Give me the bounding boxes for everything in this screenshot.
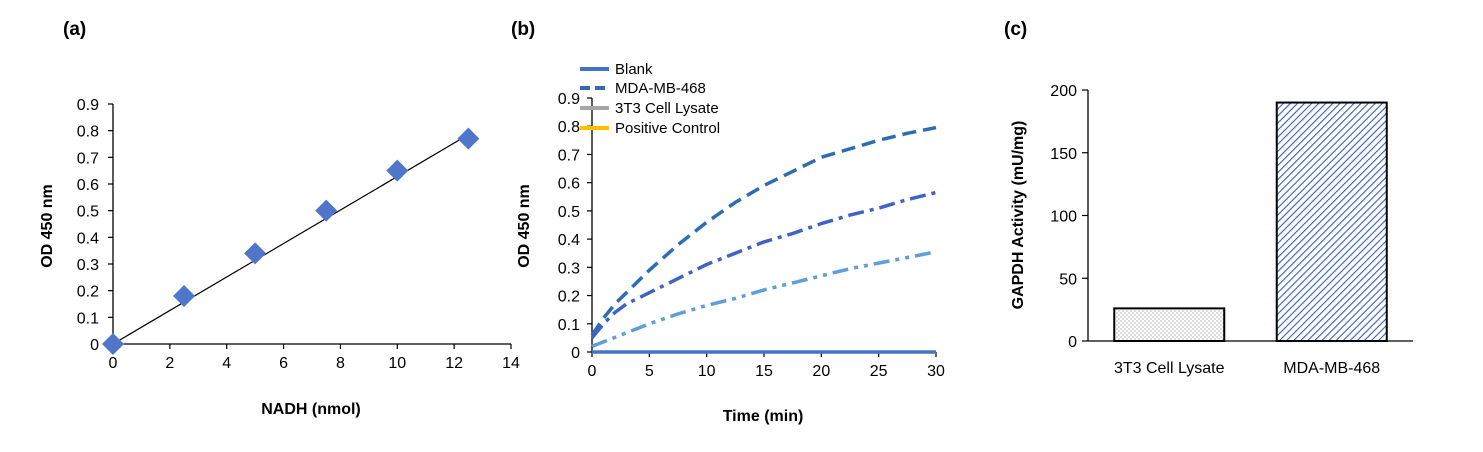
panel-b-xtick-label: 30 (927, 363, 945, 380)
panel-a-xlabel: NADH (nmol) (261, 401, 361, 418)
panel-b-ytick-label: 0.3 (558, 260, 580, 277)
panel-a-label: (a) (63, 19, 86, 40)
panel-c-ytick-label: 0 (1068, 334, 1077, 351)
panel-b-ytick-label: 0.6 (558, 176, 580, 193)
panel-b-ytick-label: 0.1 (558, 317, 580, 334)
panel-a-ylabel: OD 450 nm (39, 184, 56, 268)
panel-a-ytick-label: 0.6 (77, 177, 99, 194)
panel-b-xtick-label: 10 (698, 363, 716, 380)
panel-c-ylabel: GAPDH Activity (mU/mg) (1010, 121, 1027, 310)
panel-c-ytick-label: 150 (1050, 146, 1077, 163)
panel-b-marks: 0 0.1 0.2 0.3 0.4 0.5 0.6 0.7 0.8 0.9 0 5 10 15 20 25 30 (558, 91, 945, 380)
panel-c-label: (c) (1004, 19, 1027, 40)
panel-a-xtick-label: 10 (388, 355, 406, 372)
panel-b-ylabel: OD 450 nm (516, 184, 533, 268)
panel-c-ytick-label: 100 (1050, 209, 1077, 226)
panel-b-series-1 (590, 125, 937, 337)
panel-c-ytick-label: 50 (1059, 271, 1077, 288)
panel-b-label: (b) (511, 19, 535, 40)
panel-b-xtick-label: 20 (812, 363, 830, 380)
panel-b-xtick-label: 15 (755, 363, 773, 380)
panel-a-diamond-point (102, 333, 124, 355)
panel-c-ytick-label: 200 (1050, 83, 1077, 100)
panel-c-marks: 0 50 100 150 200 3T3 Cell Lysate MDA-MB-468 (1050, 83, 1413, 377)
panel-a-fit-line (112, 134, 469, 345)
panel-a-diamond-point (315, 199, 338, 222)
panel-b: (b) 0 0.1 0.2 0.3 0.4 0.5 0.6 0.7 0.8 0.9 0 5 10 15 20… (511, 19, 945, 425)
panel-c-bar-0 (1113, 307, 1226, 342)
panel-a-marks: 0 0.1 0.2 0.3 0.4 0.5 0.6 0.7 0.8 0.9 0 2 4 6 8 10 12 14 (77, 97, 520, 372)
panel-a-ytick-label: 0.1 (77, 310, 99, 327)
legend-label-2: 3T3 Cell Lysate (615, 100, 719, 117)
panel-b-ytick-label: 0.2 (558, 289, 580, 306)
panel-b-ytick-label: 0 (571, 345, 580, 362)
panel-a-xtick-label: 4 (222, 355, 231, 372)
panel-a-xtick-label: 2 (165, 355, 174, 372)
panel-c-category-label-1: MDA-MB-468 (1283, 360, 1380, 377)
panel-b-series-2 (590, 190, 937, 340)
panel-c-bar-1 (1275, 101, 1388, 342)
panel-a: (a) 0 0.1 0.2 0.3 0.4 0.5 0.6 0.7 0.8 0.9 0 2 4 6 8 10 1… (39, 19, 520, 418)
panel-b-xtick-label: 5 (645, 363, 654, 380)
legend-label-3: Positive Control (615, 120, 720, 137)
panel-b-ytick-label: 0.5 (558, 204, 580, 221)
legend-label-1: MDA-MB-468 (615, 80, 706, 97)
panel-b-xtick-label: 0 (588, 363, 597, 380)
panel-b-xlabel: Time (min) (723, 408, 804, 425)
panel-a-ytick-label: 0.2 (77, 284, 99, 301)
panel-a-xtick-label: 12 (445, 355, 463, 372)
panel-c: (c) 0 50 100 150 200 3T3 Cell Lysate MDA-MB-46… (1004, 19, 1413, 377)
panel-a-xtick-label: 0 (109, 355, 118, 372)
panel-a-ytick-label: 0.5 (77, 204, 99, 221)
panel-b-legend: Blank MDA-MB-468 3T3 Cell Lysate Positive C… (580, 61, 720, 137)
panel-b-ytick-label: 0.9 (558, 91, 580, 108)
panel-a-diamond-point (244, 242, 267, 265)
panel-b-ytick-label: 0.8 (558, 119, 580, 136)
panel-a-ytick-label: 0.4 (77, 230, 99, 247)
panel-b-series-3 (591, 250, 937, 349)
panel-a-xtick-label: 6 (279, 355, 288, 372)
panel-b-xtick-label: 25 (870, 363, 888, 380)
panel-c-category-label-0: 3T3 Cell Lysate (1114, 360, 1225, 377)
panel-a-ytick-label: 0 (90, 337, 99, 354)
panel-a-diamond-point (457, 127, 480, 150)
panel-a-diamond-point (173, 285, 196, 307)
panel-a-diamond-point (386, 159, 409, 182)
panel-a-xtick-label: 8 (336, 355, 345, 372)
panel-a-ytick-label: 0.9 (77, 97, 99, 114)
legend-label-0: Blank (615, 61, 653, 78)
panel-b-ytick-label: 0.7 (558, 147, 580, 164)
panel-a-ytick-label: 0.3 (77, 257, 99, 274)
panel-b-ytick-label: 0.4 (558, 232, 580, 249)
panel-a-ytick-label: 0.7 (77, 150, 99, 167)
panel-a-xtick-label: 14 (502, 355, 520, 372)
panel-a-ytick-label: 0.8 (77, 124, 99, 141)
